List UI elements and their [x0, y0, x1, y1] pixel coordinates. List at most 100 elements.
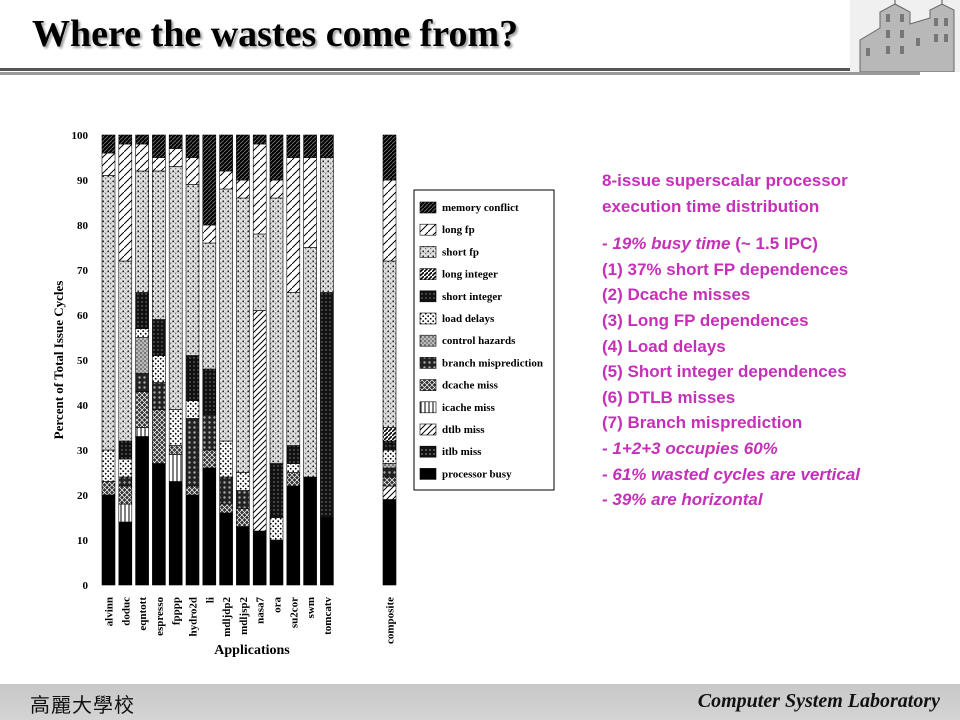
x-tick-label: espresso	[154, 597, 166, 636]
bar-segment-short-fp	[152, 170, 166, 320]
bar-segment-memory-conflict	[118, 134, 133, 145]
bar-segment-memory-conflict	[236, 134, 250, 181]
bar-segment-memory-conflict	[382, 134, 397, 181]
cause-item: (7) Branch misprediction	[602, 413, 803, 433]
legend-label: processor busy	[442, 468, 512, 480]
x-tick-label: mdljdp2	[221, 597, 233, 637]
bar-segment-long-fp	[236, 179, 250, 199]
x-tick-label: composite	[385, 597, 397, 644]
legend-label: icache miss	[442, 402, 496, 414]
legend-swatch-itlb-miss	[419, 445, 437, 458]
bar-segment-short-fp	[286, 292, 301, 446]
bar-segment-load-delays	[118, 458, 133, 478]
bar-segment-short-integer	[269, 463, 284, 518]
y-tick-label: 60	[77, 310, 89, 322]
bar-segment-branch-misprediction	[219, 476, 233, 505]
bar-segment-dtlb-miss	[382, 485, 397, 500]
university-name: 高麗大學校	[30, 693, 135, 717]
bar-segment-memory-conflict	[219, 134, 233, 172]
bar-segment-memory-conflict	[303, 134, 317, 158]
bar-segment-long-fp	[118, 143, 133, 262]
bar-segment-processor-busy	[382, 499, 397, 586]
bar-segment-dcache-miss	[219, 503, 233, 514]
busy-time-line: - 19% busy time (~ 1.5 IPC)	[602, 231, 947, 257]
bar-segment-short-fp	[185, 184, 200, 356]
bar-segment-short-fp	[236, 197, 250, 473]
description-heading-line2: execution time distribution	[602, 196, 820, 216]
legend-label: load delays	[442, 313, 495, 325]
title-underline	[0, 68, 920, 75]
bar-segment-dcache-miss	[135, 391, 149, 428]
bar-segment-load-delays	[135, 328, 149, 338]
bar-segment-memory-conflict	[152, 134, 166, 158]
bar-segment-branch-misprediction	[236, 490, 250, 509]
bar-segment-long-fp	[202, 224, 217, 244]
bar-segment-processor-busy	[135, 436, 149, 586]
y-tick-label: 80	[77, 220, 89, 232]
legend-label: short fp	[442, 246, 479, 258]
bar-segment-load-delays	[101, 449, 116, 482]
legend-swatch-short-integer	[419, 290, 437, 303]
legend-box	[413, 189, 555, 491]
bar-segment-long-fp	[185, 157, 200, 185]
bar-segment-load-delays	[219, 440, 233, 478]
bar-segment-memory-conflict	[135, 134, 149, 145]
x-tick-label: eqntott	[137, 597, 149, 631]
legend-label: itlb miss	[442, 446, 482, 458]
y-tick-label: 20	[77, 490, 89, 502]
bar-segment-icache-miss	[168, 454, 183, 482]
bar-segment-dcache-miss	[236, 508, 250, 527]
bar-segment-control-hazards	[382, 463, 397, 469]
legend-swatch-short-fp	[419, 246, 437, 258]
bar-segment-short-integer	[185, 355, 200, 401]
bar-segment-long-fp	[219, 170, 233, 190]
legend-label: branch misprediction	[442, 357, 543, 369]
cause-item: (4) Load delays	[602, 336, 726, 356]
bar-segment-dtlb-miss	[252, 310, 267, 532]
bar-segment-load-delays	[152, 355, 166, 383]
legend-label: dcache miss	[442, 380, 499, 392]
x-tick-label: swm	[305, 597, 317, 618]
x-tick-label: tomcatv	[322, 597, 334, 635]
bar-segment-long-fp	[168, 148, 183, 167]
legend-label: memory conflict	[442, 202, 519, 214]
bar-segment-memory-conflict	[101, 134, 116, 154]
bar-segment-memory-conflict	[286, 134, 301, 158]
bar-segment-processor-busy	[286, 485, 301, 586]
bar-segment-memory-conflict	[202, 134, 217, 226]
legend-swatch-long-integer	[419, 268, 437, 280]
bar-segment-load-delays	[382, 449, 397, 464]
busy-time-suffix: (~ 1.5 IPC)	[730, 234, 818, 254]
bar-segment-processor-busy	[219, 512, 233, 586]
bar-segment-icache-miss	[135, 427, 149, 437]
bar-segment-short-integer	[135, 292, 149, 329]
description-heading-line1: 8-issue superscalar processor	[602, 171, 848, 190]
bar-segment-processor-busy	[269, 539, 284, 586]
legend-label: short integer	[442, 291, 502, 303]
bar-segment-short-fp	[252, 233, 267, 311]
bar-segment-branch-misprediction	[135, 373, 149, 392]
bar-segment-long-fp	[152, 157, 166, 172]
bar-segment-long-fp	[382, 179, 397, 262]
bar-segment-branch-misprediction	[202, 413, 217, 451]
bar-segment-memory-conflict	[252, 134, 267, 145]
bar-segment-dcache-miss	[152, 409, 166, 464]
y-tick-label: 100	[72, 130, 89, 142]
description-text-box: 8-issue superscalar processor execution …	[602, 168, 947, 513]
x-tick-label: doduc	[120, 597, 132, 626]
bar-segment-long-integer	[382, 427, 397, 442]
bar-segment-memory-conflict	[185, 134, 200, 158]
legend-label: control hazards	[442, 335, 516, 347]
bar-segment-branch-misprediction	[118, 476, 133, 487]
bar-segment-short-integer	[202, 368, 217, 415]
legend-swatch-control-hazards	[419, 334, 437, 347]
legend-label: long fp	[442, 224, 475, 236]
bar-segment-dcache-miss	[118, 485, 133, 505]
x-tick-label: fpppp	[171, 597, 183, 625]
bar-segment-dcache-miss	[202, 449, 217, 469]
y-tick-label: 50	[77, 355, 89, 367]
y-tick-label: 70	[77, 265, 89, 277]
lab-name: Computer System Laboratory	[697, 690, 940, 712]
bar-segment-short-integer	[286, 445, 301, 464]
bar-segment-dcache-miss	[101, 481, 116, 496]
